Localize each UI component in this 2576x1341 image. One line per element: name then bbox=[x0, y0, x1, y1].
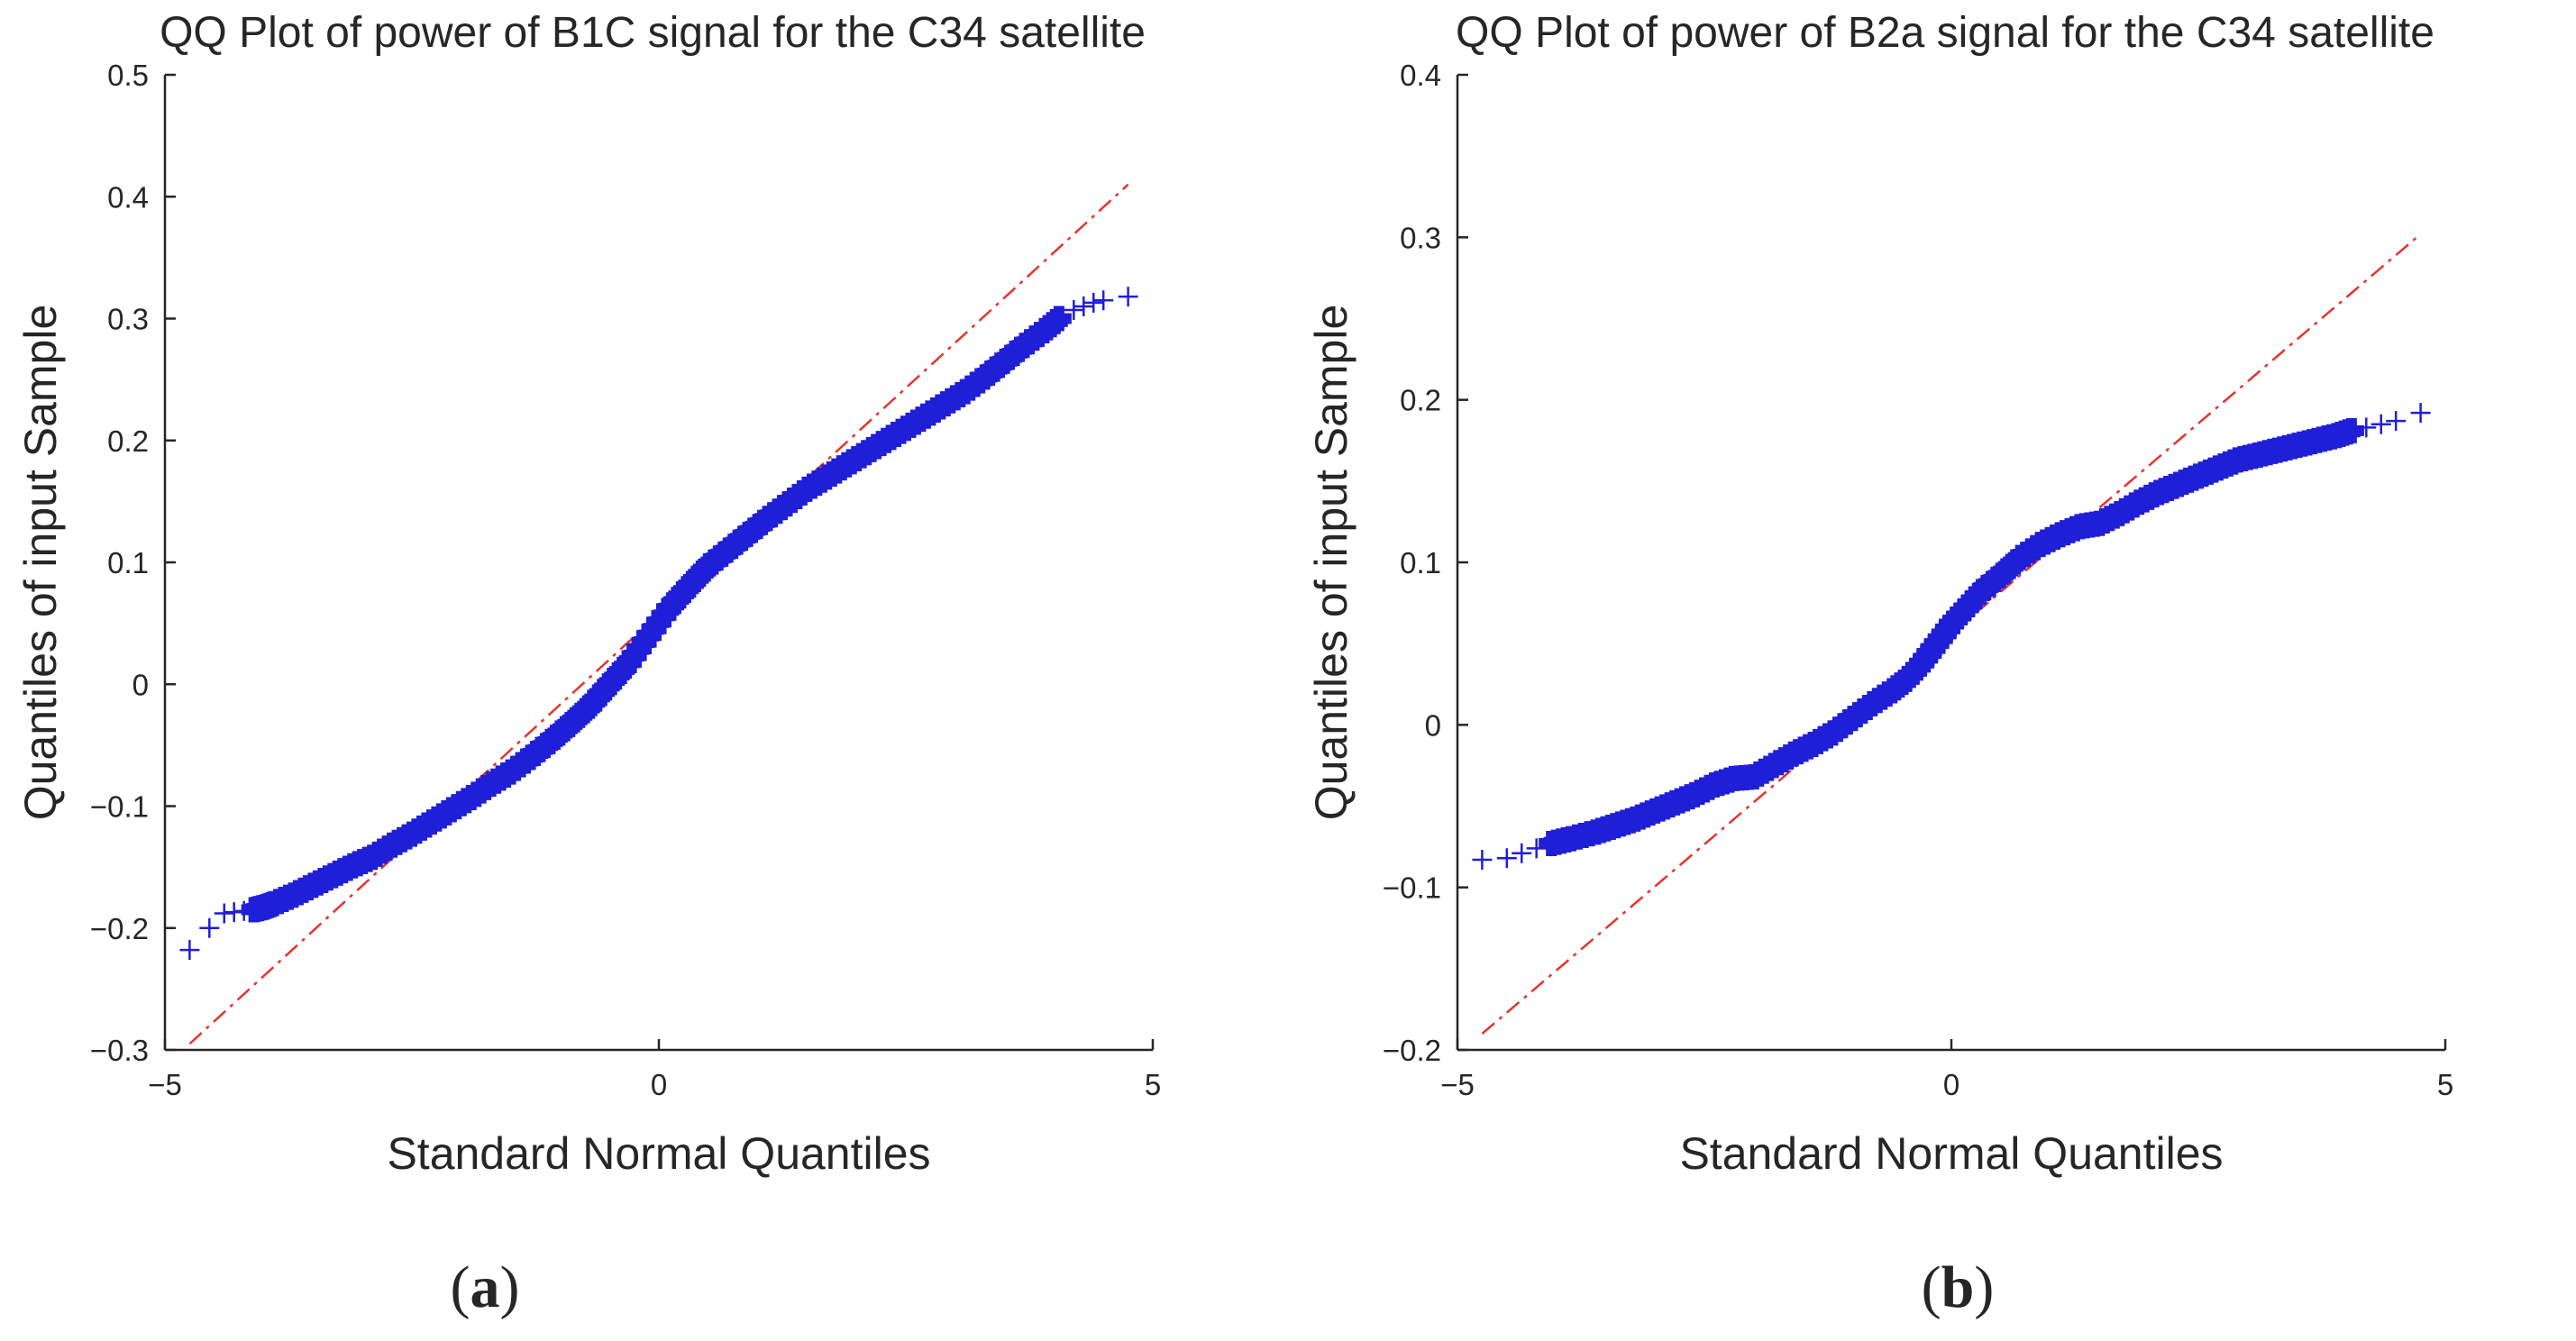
y-tick-label: 0.2 bbox=[1400, 384, 1441, 417]
chart-a-y-ticks: −0.3 −0.2 −0.1 0 0.1 0.2 0.3 0.4 0.5 bbox=[90, 59, 176, 1067]
y-tick-label: −0.3 bbox=[90, 1034, 149, 1067]
y-tick-label: 0.5 bbox=[107, 59, 149, 92]
qq-point-marker bbox=[1512, 843, 1532, 863]
qq-point-marker bbox=[1083, 292, 1104, 313]
qq-point-marker bbox=[1496, 848, 1517, 869]
qq-point-marker bbox=[2370, 414, 2391, 434]
panel-b-letter: b bbox=[1941, 1254, 1975, 1320]
y-tick-label: −0.1 bbox=[1383, 871, 1441, 905]
qq-point-marker bbox=[179, 940, 200, 961]
qq-point-marker bbox=[199, 917, 220, 938]
y-tick-label: 0.1 bbox=[107, 546, 149, 579]
qq-point-marker bbox=[214, 903, 234, 924]
chart-a-x-ticks: −5 0 5 bbox=[148, 1039, 1161, 1101]
qq-point-marker bbox=[1472, 850, 1493, 871]
x-tick-label: 0 bbox=[651, 1068, 667, 1101]
qq-point-marker bbox=[2338, 417, 2364, 443]
x-tick-label: −5 bbox=[1440, 1068, 1475, 1101]
y-tick-label: 0.3 bbox=[1400, 221, 1441, 254]
panel-b: QQ Plot of power of B2a signal for the C… bbox=[1306, 9, 2453, 1320]
x-tick-label: 5 bbox=[1145, 1068, 1161, 1101]
chart-b-x-ticks: −5 0 5 bbox=[1440, 1039, 2453, 1101]
y-tick-label: 0.4 bbox=[1400, 59, 1441, 92]
qq-point-marker bbox=[1064, 300, 1084, 321]
y-tick-label: −0.2 bbox=[1383, 1034, 1441, 1067]
y-tick-label: 0.3 bbox=[107, 303, 149, 336]
y-tick-label: 0 bbox=[132, 668, 149, 701]
x-tick-label: 0 bbox=[1943, 1068, 1959, 1101]
chart-b-xlabel: Standard Normal Quantiles bbox=[1679, 1128, 2223, 1179]
qq-point-marker bbox=[1073, 296, 1094, 316]
panel-a: QQ Plot of power of B1C signal for the C… bbox=[15, 9, 1161, 1320]
chart-b-ylabel: Quantiles of input Sample bbox=[1306, 305, 1357, 821]
x-tick-label: 5 bbox=[2437, 1068, 2453, 1101]
chart-b-title: QQ Plot of power of B2a signal for the C… bbox=[1456, 9, 2434, 57]
panel-a-tag: (a) bbox=[451, 1254, 520, 1320]
y-tick-label: −0.1 bbox=[90, 790, 149, 824]
y-tick-label: 0 bbox=[1425, 708, 1441, 742]
qq-point-marker bbox=[2410, 403, 2431, 424]
qq-point-marker bbox=[1046, 306, 1072, 332]
y-tick-label: 0.4 bbox=[107, 180, 149, 214]
y-tick-label: −0.2 bbox=[90, 912, 149, 945]
chart-a-markers bbox=[179, 287, 1138, 961]
qq-point-marker bbox=[1093, 290, 1114, 311]
chart-a-ylabel: Quantiles of input Sample bbox=[15, 305, 66, 821]
chart-a-xlabel: Standard Normal Quantiles bbox=[387, 1128, 930, 1179]
y-tick-label: 0.1 bbox=[1400, 546, 1441, 579]
x-tick-label: −5 bbox=[148, 1068, 182, 1101]
qq-point-marker bbox=[2356, 417, 2377, 438]
chart-a-title: QQ Plot of power of B1C signal for the C… bbox=[160, 9, 1146, 57]
chart-b-y-ticks: −0.2 −0.1 0 0.1 0.2 0.3 0.4 bbox=[1383, 59, 1468, 1067]
chart-b-reference-line bbox=[1481, 233, 2422, 1035]
qq-point-marker bbox=[2386, 411, 2407, 432]
chart-b-markers bbox=[1472, 403, 2431, 871]
qq-point-marker bbox=[1118, 287, 1138, 307]
panel-a-letter: a bbox=[470, 1254, 500, 1320]
y-tick-label: 0.2 bbox=[107, 424, 149, 458]
panel-b-tag: (b) bbox=[1922, 1254, 1995, 1320]
qq-point-marker bbox=[224, 902, 244, 923]
